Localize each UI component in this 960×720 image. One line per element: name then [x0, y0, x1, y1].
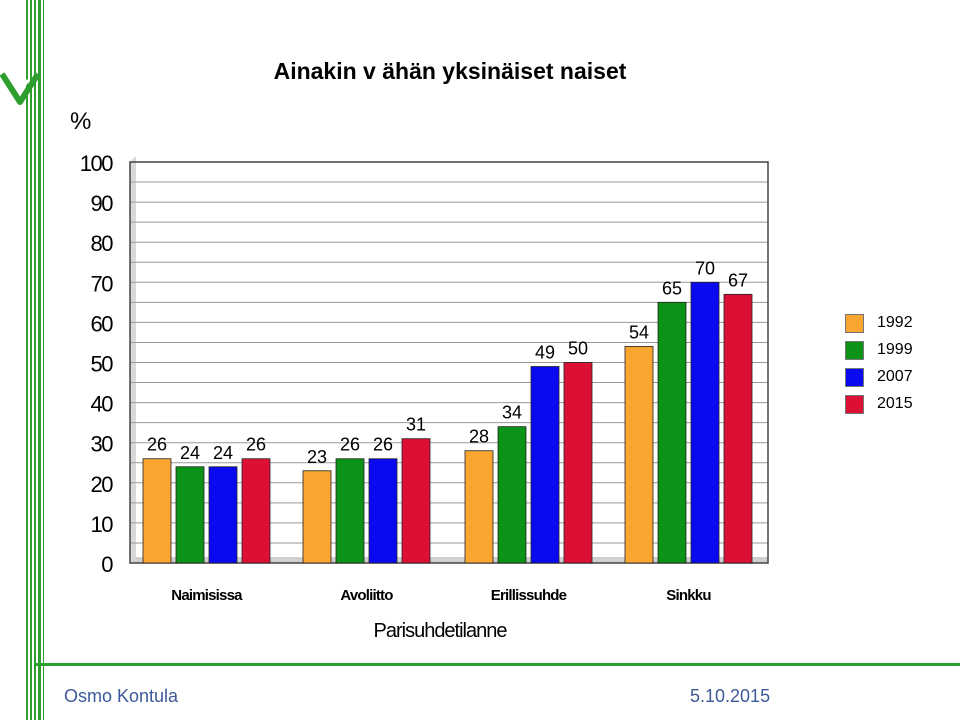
data-label: 23 — [307, 447, 327, 467]
data-label: 49 — [535, 343, 555, 363]
y-tick-label: 90 — [91, 191, 114, 216]
frame-bottom-line — [36, 663, 960, 666]
category-label: Erillissuhde — [491, 587, 567, 604]
legend-label: 1992 — [877, 314, 913, 331]
y-tick-label: 60 — [91, 311, 114, 336]
bar — [690, 281, 720, 564]
footer-author: Osmo Kontula — [64, 686, 179, 706]
data-label: 70 — [695, 258, 715, 278]
plot-side-wall — [130, 156, 136, 563]
data-label: 28 — [469, 427, 489, 447]
frame-stripe — [26, 0, 28, 720]
data-label: 26 — [340, 435, 360, 455]
chart-title: Ainakin v ähän yksinäiset naiset — [273, 58, 627, 84]
frame-stripe — [30, 0, 32, 720]
data-label: 65 — [662, 278, 682, 298]
data-label: 24 — [180, 443, 200, 463]
category-label: Naimisissa — [171, 587, 243, 604]
bar — [241, 458, 271, 564]
bar — [624, 346, 654, 564]
data-label: 26 — [373, 435, 393, 455]
frame-stripe — [43, 0, 44, 720]
y-tick-label: 10 — [91, 512, 114, 537]
bar — [530, 366, 560, 564]
plot-floor — [130, 557, 768, 563]
y-tick-label: 70 — [91, 271, 114, 296]
y-tick-label: 20 — [91, 472, 114, 497]
frame-stripe — [38, 0, 41, 720]
bar — [563, 362, 593, 564]
footer-date: 5.10.2015 — [690, 686, 771, 706]
bar — [142, 458, 172, 564]
y-tick-label: 40 — [91, 392, 114, 417]
legend-swatch — [845, 395, 864, 414]
y-axis-unit-label: % — [70, 108, 92, 135]
bar — [497, 426, 527, 564]
bar — [368, 458, 398, 564]
data-label: 24 — [213, 443, 233, 463]
bar — [302, 470, 332, 564]
category-label: Avoliitto — [340, 587, 393, 604]
x-axis-label: Parisuhdetilanne — [374, 620, 508, 642]
y-tick-label: 0 — [101, 552, 113, 577]
y-tick-label: 100 — [80, 151, 113, 176]
bar — [175, 466, 205, 564]
data-label: 54 — [629, 322, 649, 342]
data-label: 31 — [406, 415, 426, 435]
bar — [401, 438, 431, 564]
bar — [335, 458, 365, 564]
leaf-logo-icon — [0, 72, 40, 105]
plot-area-border — [129, 161, 769, 564]
data-label: 50 — [568, 339, 588, 359]
legend-label: 2015 — [877, 395, 913, 412]
bar — [464, 450, 494, 564]
y-tick-label: 30 — [91, 432, 114, 457]
y-tick-label: 50 — [91, 352, 114, 377]
legend-label: 1999 — [877, 341, 913, 358]
legend-swatch — [845, 341, 864, 360]
bar — [208, 466, 238, 564]
frame-stripe — [34, 0, 36, 720]
legend-swatch — [845, 314, 864, 333]
legend-swatch — [845, 368, 864, 387]
data-label: 34 — [502, 403, 522, 423]
bar — [657, 301, 687, 564]
bar — [723, 293, 753, 564]
category-label: Sinkku — [666, 587, 711, 604]
data-label: 26 — [246, 435, 266, 455]
legend-label: 2007 — [877, 368, 913, 385]
data-label: 26 — [147, 435, 167, 455]
data-label: 67 — [728, 270, 748, 290]
y-tick-label: 80 — [91, 231, 114, 256]
